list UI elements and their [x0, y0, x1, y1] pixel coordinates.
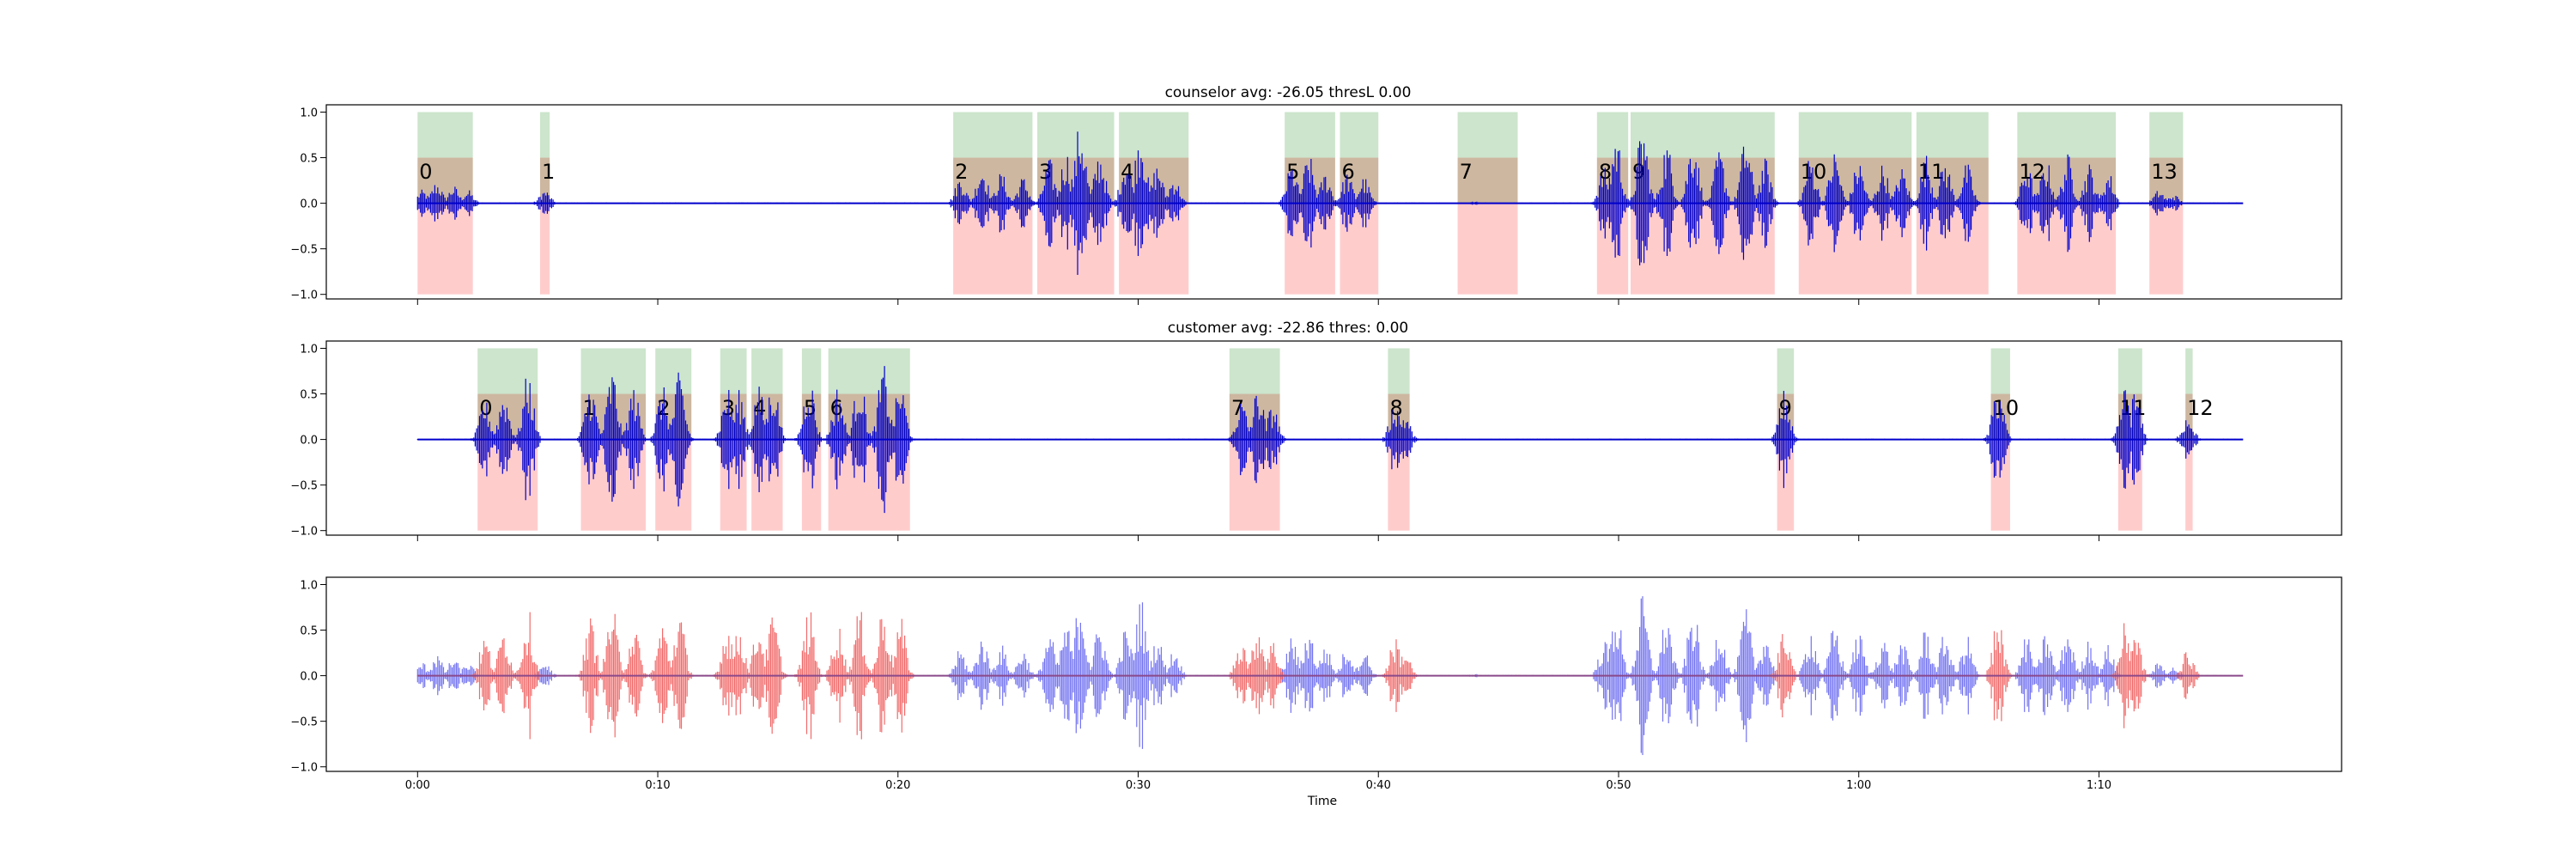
segment-band-middle: [1798, 157, 1912, 204]
segment-band-top: [1798, 112, 1912, 158]
segment-label: 2: [955, 160, 968, 184]
segment-label: 7: [1460, 160, 1473, 184]
segment-label: 8: [1389, 396, 1402, 420]
segment-label: 13: [2151, 160, 2178, 184]
segment-label: 11: [1918, 160, 1945, 184]
segment-label: 4: [1121, 160, 1133, 184]
y-tick-label: 0.5: [300, 389, 318, 402]
segment-label: 4: [753, 396, 766, 420]
segment-band-top: [2185, 348, 2193, 394]
segment-band-top: [1119, 112, 1189, 158]
x-axis-label: Time: [1307, 795, 1337, 808]
segment-band-top: [1229, 348, 1280, 394]
y-tick-label: 0.0: [300, 671, 318, 684]
counselor-title: counselor avg: -26.05 thresL 0.00: [1165, 84, 1412, 101]
segment-label: 9: [1779, 396, 1792, 420]
segment-band-top: [953, 112, 1033, 158]
segment-band-top: [2017, 112, 2117, 158]
segment-band-top: [2117, 348, 2142, 394]
x-tick-label: 0:40: [1366, 779, 1391, 792]
combined-panel: 1.0 0.5 0.0 −0.5 −1.0 0:00 0:10 0:20 0:30 0:40 0:5…: [290, 576, 2342, 792]
segment-band-top: [539, 112, 550, 158]
segment-band-top: [1388, 348, 1410, 394]
segment-band-top: [801, 348, 822, 394]
y-tick-label: 1.0: [300, 343, 318, 356]
segment-band-middle: [2185, 393, 2193, 440]
x-tick-label: 0:00: [405, 779, 430, 792]
y-tick-label: −0.5: [290, 480, 318, 493]
segment-band-bottom: [801, 439, 822, 531]
segment-band-top: [1037, 112, 1115, 158]
y-tick-label: 1.0: [300, 579, 318, 592]
segment-band-bottom: [1798, 203, 1912, 295]
segment-label: 10: [1801, 160, 1827, 184]
segment-label: 12: [2187, 396, 2214, 420]
segment-label: 6: [1341, 160, 1354, 184]
segment-band-top: [2149, 112, 2184, 158]
segment-band-top: [1990, 348, 2010, 394]
segment-band-top: [1596, 112, 1629, 158]
segment-band-top: [751, 348, 783, 394]
axes-frame: [325, 340, 2342, 536]
segment-label: 9: [1632, 160, 1645, 184]
segment-band-top: [1457, 112, 1518, 158]
segment-label: 5: [804, 396, 817, 420]
segment-band-top: [1285, 112, 1335, 158]
x-tick-label: 1:00: [1846, 779, 1871, 792]
segment-band-bottom: [417, 203, 473, 295]
counselor-panel: 0 1 2 3 4 5 6 7 8 9 10 11 12 131.00.50.0−0.5−1.0: [290, 104, 2342, 305]
segment-band-top: [1340, 112, 1379, 158]
segment-band-top: [1777, 348, 1795, 394]
y-tick-label: 0.0: [300, 198, 318, 211]
y-tick-label: 0.5: [300, 153, 318, 166]
segment-band-middle: [2149, 157, 2184, 204]
segment-band-middle: [417, 157, 473, 204]
y-tick-label: −1.0: [290, 526, 318, 539]
y-tick-label: −0.5: [290, 716, 318, 729]
segment-band-top: [828, 348, 910, 394]
segment-band-bottom: [2185, 439, 2193, 531]
segment-label: 0: [419, 160, 432, 184]
segment-band-top: [655, 348, 692, 394]
x-tick-label: 1:10: [2087, 779, 2111, 792]
x-tick-label: 0:30: [1126, 779, 1151, 792]
segment-band-bottom: [477, 439, 538, 531]
segment-band-top: [1630, 112, 1775, 158]
y-tick-label: 1.0: [300, 107, 318, 119]
y-tick-label: 0.5: [300, 625, 318, 638]
axes-frame: [325, 576, 2342, 772]
customer-panel: 0 1 2 3 4 5 6 7 8 9 10 11 121.00.50.0−0.5−1.0: [290, 340, 2342, 541]
x-tick-label: 0:10: [645, 779, 670, 792]
segment-band-bottom: [539, 203, 550, 295]
segment-band-bottom: [1457, 203, 1518, 295]
segment-band-top: [477, 348, 538, 394]
segment-band-top: [1916, 112, 1989, 158]
segment-band-bottom: [2149, 203, 2184, 295]
segment-band-bottom: [1340, 203, 1379, 295]
segment-band-bottom: [1777, 439, 1795, 531]
x-tick-label: 0:50: [1606, 779, 1631, 792]
x-tick-label: 0:20: [885, 779, 910, 792]
axes-frame: [325, 104, 2342, 300]
segment-band-middle: [477, 393, 538, 440]
segment-band-bottom: [953, 203, 1033, 295]
segment-band-middle: [539, 157, 550, 204]
segment-band-top: [417, 112, 473, 158]
segment-band-middle: [1457, 157, 1518, 204]
segment-label: 10: [1993, 396, 2020, 420]
segment-band-top: [720, 348, 747, 394]
customer-title: customer avg: -22.86 thres: 0.00: [1168, 320, 1408, 337]
y-tick-label: −1.0: [290, 289, 318, 302]
segment-label: 1: [542, 160, 555, 184]
y-tick-label: −1.0: [290, 762, 318, 775]
y-tick-label: −0.5: [290, 244, 318, 257]
y-tick-label: 0.0: [300, 435, 318, 448]
